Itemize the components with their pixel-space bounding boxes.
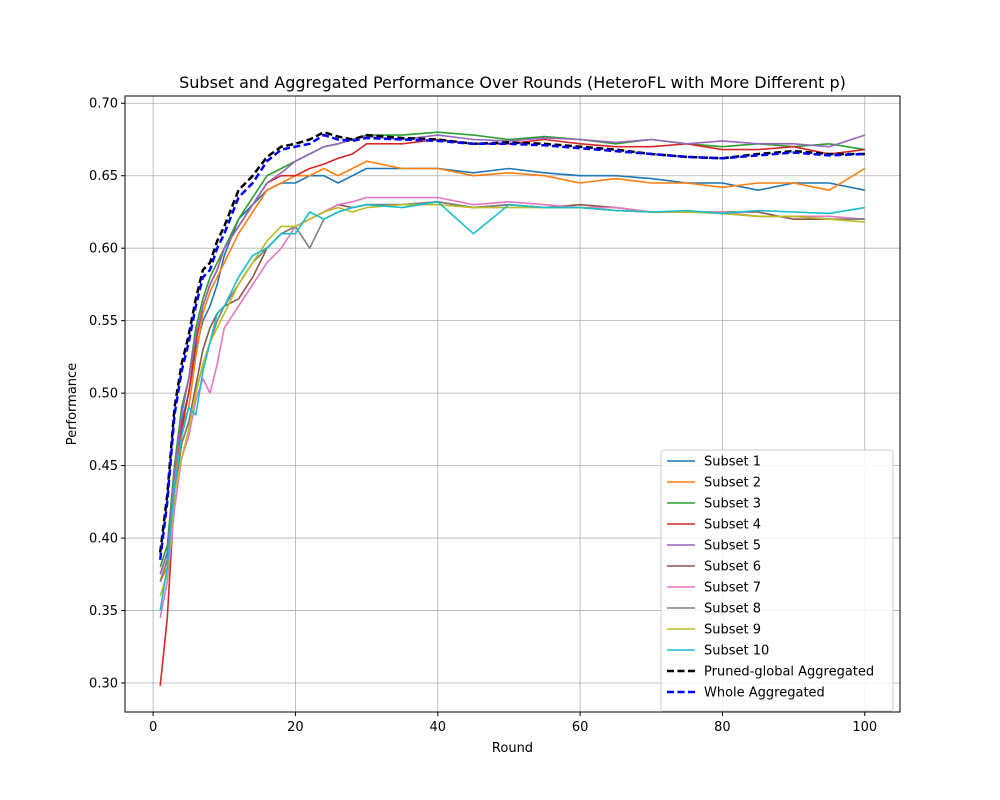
series-line-5 [159, 134, 866, 575]
x-tick-label: 60 [572, 720, 589, 735]
legend-label: Subset 2 [704, 476, 761, 491]
series-line-12 [158, 133, 865, 560]
y-tick-label: 0.45 [89, 459, 118, 474]
legend-label: Subset 1 [704, 455, 761, 470]
series-line-10 [159, 201, 865, 611]
plot-frame [124, 95, 901, 713]
legend-label: Subset 9 [704, 623, 761, 638]
x-ticks: 0 20 40 60 80 100 [149, 712, 877, 735]
x-axis-label: Round [492, 741, 533, 756]
legend-label: Subset 5 [704, 539, 761, 554]
y-tick-label: 0.35 [89, 604, 118, 619]
legend-label: Subset 3 [704, 497, 761, 512]
chart-title: Subset and Aggregated Performance Over R… [179, 73, 846, 92]
legend-label: Subset 6 [704, 560, 761, 575]
x-tick-label: 100 [852, 720, 877, 735]
legend-label: Subset 8 [704, 602, 761, 617]
series-line-11 [158, 130, 865, 553]
y-tick-label: 0.30 [89, 677, 118, 692]
y-tick-label: 0.65 [89, 169, 118, 184]
legend: Subset 1 Subset 2 Subset 3 Subset 4 Subset 5… [660, 449, 894, 712]
y-tick-label: 0.55 [89, 314, 118, 329]
legend-label: Subset 7 [704, 581, 761, 596]
legend-box [660, 449, 894, 712]
x-tick-label: 40 [430, 720, 447, 735]
y-axis-label: Performance [65, 363, 80, 445]
series-line-2 [159, 160, 866, 582]
y-tick-label: 0.60 [89, 242, 118, 257]
y-tick-label: 0.70 [89, 97, 118, 112]
x-tick-label: 0 [149, 720, 157, 735]
legend-label: Subset 4 [704, 518, 761, 533]
x-tick-label: 80 [714, 720, 731, 735]
y-tick-label: 0.40 [89, 532, 118, 547]
series-line-4 [159, 138, 865, 686]
series-group [158, 130, 866, 686]
legend-label: Whole Aggregated [704, 686, 825, 701]
y-tick-label: 0.50 [89, 387, 118, 402]
legend-label: Subset 10 [704, 644, 769, 659]
y-ticks: 0.30 0.35 0.40 0.45 0.50 0.55 0.60 0.65 0.70 [89, 97, 125, 692]
legend-label: Pruned-global Aggregated [704, 665, 874, 680]
x-tick-label: 20 [287, 720, 304, 735]
